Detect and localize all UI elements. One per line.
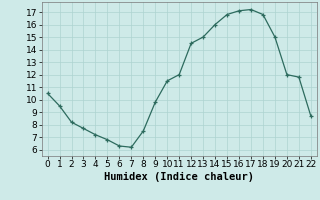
X-axis label: Humidex (Indice chaleur): Humidex (Indice chaleur)	[104, 172, 254, 182]
